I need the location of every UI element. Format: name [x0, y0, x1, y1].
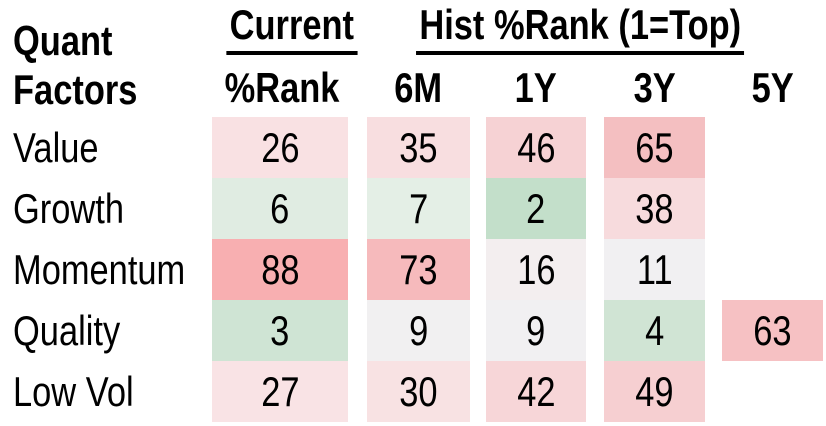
- heatmap-cell: 35: [367, 117, 470, 178]
- heatmap-cell: 42: [486, 361, 586, 422]
- heatmap-cell: 6: [212, 178, 348, 239]
- heatmap-cell: 3: [212, 300, 348, 361]
- heatmap-cell: 9: [367, 300, 470, 361]
- heatmap-cell: 65: [604, 117, 705, 178]
- table-row-value: Value 26 35 46 65: [0, 117, 826, 178]
- row-label: Growth: [13, 184, 125, 232]
- table-title-line-2: Factors: [13, 69, 165, 111]
- heatmap-cell: 4: [604, 300, 705, 361]
- column-header-percent-rank: %Rank: [224, 64, 340, 111]
- heatmap-cell: 63: [722, 300, 823, 361]
- heatmap-cell: 7: [367, 178, 470, 239]
- header-group-hist-rank: Hist %Rank (1=Top): [380, 1, 752, 55]
- heatmap-cell-empty: [722, 117, 823, 178]
- heatmap-body: Value 26 35 46 65 Growth 6 7 2 38 Moment…: [0, 117, 826, 422]
- heatmap-cell: 30: [367, 361, 470, 422]
- heatmap-cell-empty: [722, 239, 823, 300]
- column-header-6m: 6M: [394, 64, 443, 111]
- heatmap-cell: 38: [604, 178, 705, 239]
- column-header-3y: 3Y: [633, 64, 676, 111]
- heatmap-cell: 27: [212, 361, 348, 422]
- row-label: Quality: [13, 306, 121, 354]
- heatmap-cell: 73: [367, 239, 470, 300]
- column-header-1y: 1Y: [514, 64, 558, 111]
- row-label: Value: [13, 123, 99, 171]
- heatmap-cell: 16: [486, 239, 586, 300]
- table-title-line-1: Quant: [13, 20, 134, 62]
- heatmap-cell: 2: [486, 178, 586, 239]
- row-label: Low Vol: [13, 367, 134, 415]
- header-group-hist-rank-label: Hist %Rank (1=Top): [416, 1, 745, 55]
- heatmap-cell: 46: [486, 117, 586, 178]
- column-header-5y: 5Y: [751, 64, 794, 111]
- table-row-quality: Quality 3 9 9 4 63: [0, 300, 826, 361]
- row-label: Momentum: [13, 245, 186, 293]
- header-group-current: Current: [212, 1, 358, 55]
- table-title-text-2: Factors: [13, 66, 138, 113]
- heatmap-cell: 26: [212, 117, 348, 178]
- heatmap-cell-empty: [722, 361, 823, 422]
- heatmap-cell: 11: [604, 239, 705, 300]
- table-row-momentum: Momentum 88 73 16 11: [0, 239, 826, 300]
- heatmap-cell-empty: [722, 178, 823, 239]
- heatmap-cell: 9: [486, 300, 586, 361]
- table-row-growth: Growth 6 7 2 38: [0, 178, 826, 239]
- heatmap-cell: 88: [212, 239, 348, 300]
- table-title-text-1: Quant: [13, 17, 113, 64]
- heatmap-cell: 49: [604, 361, 705, 422]
- table-row-low-vol: Low Vol 27 30 42 49: [0, 361, 826, 422]
- header-group-current-label: Current: [226, 1, 358, 55]
